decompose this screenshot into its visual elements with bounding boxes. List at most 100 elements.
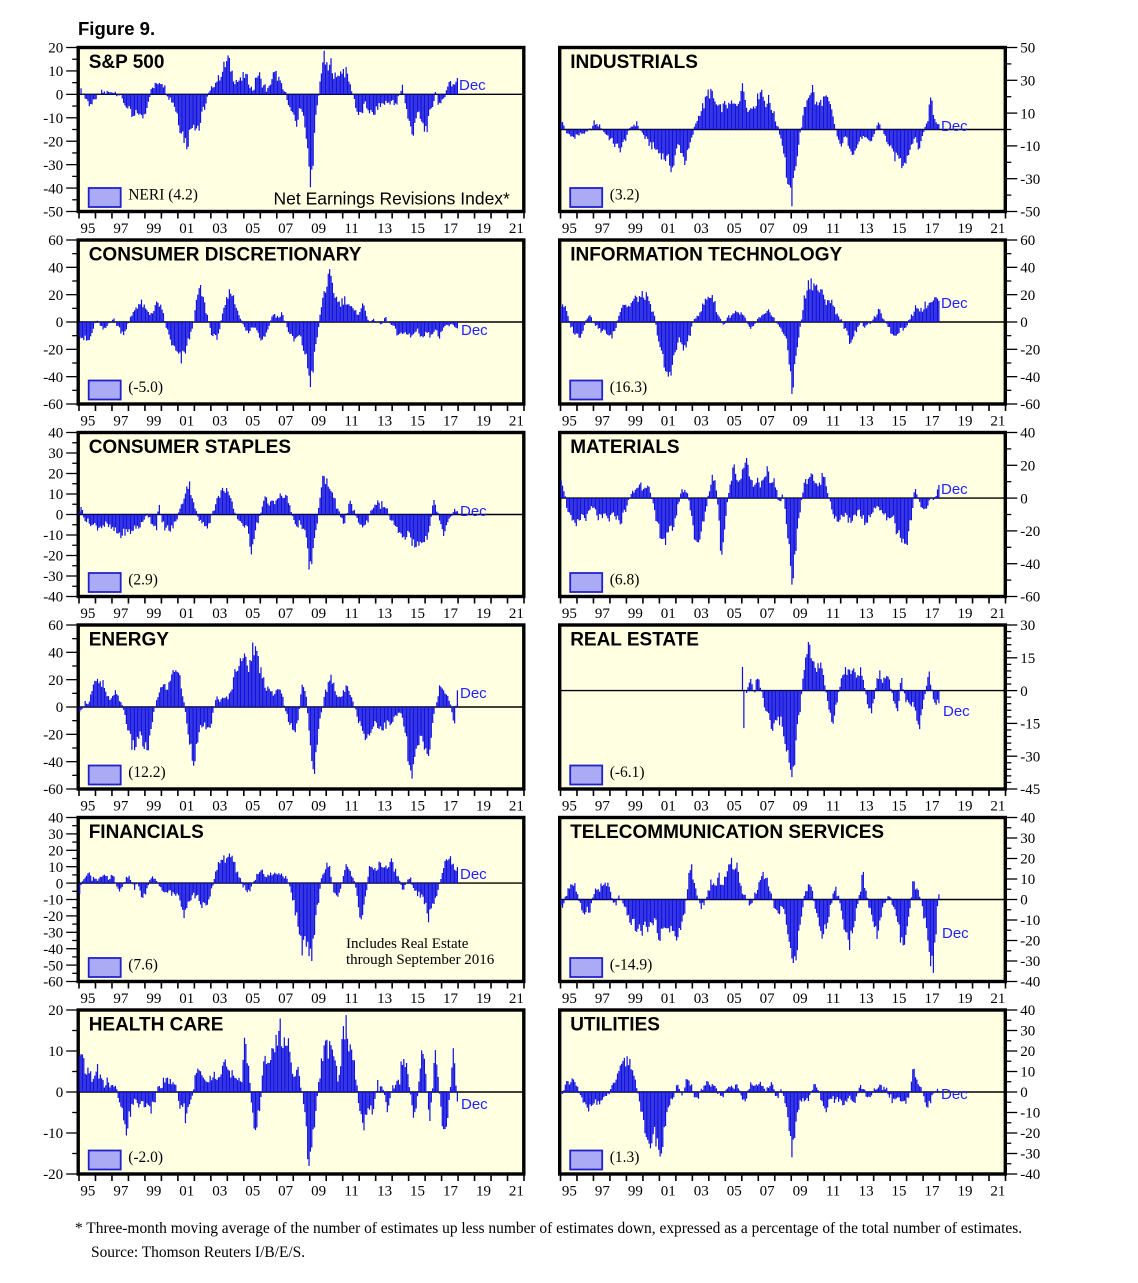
svg-text:05: 05 (727, 414, 742, 430)
svg-text:40: 40 (1020, 261, 1035, 277)
svg-text:21: 21 (990, 606, 1005, 622)
svg-text:95: 95 (562, 414, 577, 430)
svg-text:20: 20 (48, 41, 63, 57)
svg-text:95: 95 (562, 606, 577, 622)
svg-text:-60: -60 (1020, 590, 1040, 606)
svg-text:0: 0 (1020, 684, 1028, 700)
svg-text:20: 20 (1020, 852, 1035, 868)
svg-text:-60: -60 (43, 782, 63, 798)
svg-text:19: 19 (476, 991, 491, 1007)
svg-text:60: 60 (1020, 233, 1035, 249)
svg-text:21: 21 (990, 221, 1005, 237)
svg-text:07: 07 (278, 1184, 294, 1200)
svg-text:0: 0 (56, 876, 64, 892)
svg-text:17: 17 (443, 1184, 459, 1200)
svg-text:95: 95 (80, 991, 95, 1007)
svg-text:* Three-month moving average o: * Three-month moving average of the numb… (75, 1220, 1022, 1237)
svg-text:11: 11 (344, 414, 358, 430)
svg-text:30: 30 (1020, 831, 1035, 847)
svg-text:09: 09 (311, 414, 326, 430)
svg-text:Dec: Dec (460, 685, 487, 702)
svg-text:97: 97 (113, 991, 129, 1007)
svg-text:15: 15 (410, 414, 425, 430)
svg-text:97: 97 (595, 414, 611, 430)
svg-text:99: 99 (628, 414, 643, 430)
svg-text:40: 40 (1020, 426, 1035, 442)
svg-text:20: 20 (1020, 1044, 1035, 1060)
svg-text:11: 11 (826, 1184, 840, 1200)
svg-text:-50: -50 (1020, 205, 1040, 221)
svg-text:03: 03 (694, 1184, 709, 1200)
svg-text:97: 97 (113, 414, 129, 430)
svg-text:01: 01 (179, 991, 194, 1007)
svg-text:15: 15 (1020, 651, 1035, 667)
svg-text:30: 30 (1020, 618, 1035, 634)
svg-text:(3.2): (3.2) (610, 187, 640, 204)
svg-text:97: 97 (595, 991, 611, 1007)
svg-text:-30: -30 (43, 158, 63, 174)
svg-text:11: 11 (826, 799, 840, 815)
svg-text:10: 10 (48, 487, 63, 503)
svg-text:03: 03 (212, 606, 227, 622)
svg-text:19: 19 (476, 606, 491, 622)
svg-text:21: 21 (509, 221, 524, 237)
svg-text:-10: -10 (1020, 913, 1040, 929)
svg-text:21: 21 (509, 1184, 524, 1200)
svg-text:07: 07 (760, 606, 776, 622)
svg-text:13: 13 (377, 1184, 392, 1200)
svg-text:-60: -60 (1020, 397, 1040, 413)
svg-text:17: 17 (443, 414, 459, 430)
svg-text:13: 13 (377, 991, 392, 1007)
svg-text:-30: -30 (43, 569, 63, 585)
svg-text:-40: -40 (43, 755, 63, 771)
svg-text:15: 15 (892, 606, 907, 622)
svg-text:17: 17 (443, 606, 459, 622)
svg-text:95: 95 (80, 799, 95, 815)
svg-text:FINANCIALS: FINANCIALS (89, 822, 204, 843)
svg-text:17: 17 (924, 606, 940, 622)
svg-text:40: 40 (48, 646, 63, 662)
svg-text:-10: -10 (43, 1126, 63, 1142)
svg-text:03: 03 (212, 1184, 227, 1200)
svg-text:01: 01 (661, 991, 676, 1007)
svg-text:13: 13 (377, 606, 392, 622)
svg-text:INFORMATION TECHNOLOGY: INFORMATION TECHNOLOGY (570, 245, 842, 266)
svg-text:20: 20 (1020, 459, 1035, 475)
svg-text:11: 11 (344, 1184, 358, 1200)
svg-text:95: 95 (80, 414, 95, 430)
svg-text:-20: -20 (1020, 343, 1040, 359)
svg-text:17: 17 (443, 799, 459, 815)
svg-text:09: 09 (311, 606, 326, 622)
svg-text:15: 15 (892, 799, 907, 815)
svg-text:CONSUMER STAPLES: CONSUMER STAPLES (89, 437, 291, 458)
svg-text:ENERGY: ENERGY (89, 630, 170, 651)
svg-text:(-5.0): (-5.0) (128, 379, 163, 396)
svg-text:19: 19 (476, 1184, 491, 1200)
svg-text:-40: -40 (1020, 975, 1040, 991)
svg-text:17: 17 (924, 991, 940, 1007)
svg-text:21: 21 (509, 799, 524, 815)
svg-text:03: 03 (212, 221, 227, 237)
svg-text:-10: -10 (43, 893, 63, 909)
svg-text:03: 03 (694, 221, 709, 237)
svg-text:13: 13 (859, 221, 874, 237)
svg-text:07: 07 (760, 991, 776, 1007)
svg-text:03: 03 (212, 414, 227, 430)
svg-text:(1.3): (1.3) (610, 1149, 640, 1166)
svg-text:19: 19 (476, 221, 491, 237)
svg-text:21: 21 (509, 991, 524, 1007)
svg-text:09: 09 (793, 1184, 808, 1200)
svg-text:-20: -20 (43, 549, 63, 565)
svg-text:01: 01 (661, 799, 676, 815)
svg-text:01: 01 (179, 606, 194, 622)
svg-text:95: 95 (80, 1184, 95, 1200)
svg-text:0: 0 (1020, 491, 1028, 507)
svg-text:-50: -50 (43, 958, 63, 974)
svg-text:INDUSTRIALS: INDUSTRIALS (570, 52, 698, 73)
svg-text:20: 20 (48, 1003, 63, 1019)
svg-text:03: 03 (694, 991, 709, 1007)
svg-text:10: 10 (1020, 106, 1035, 122)
svg-text:21: 21 (990, 1184, 1005, 1200)
svg-text:-30: -30 (1020, 954, 1040, 970)
svg-text:13: 13 (377, 221, 392, 237)
